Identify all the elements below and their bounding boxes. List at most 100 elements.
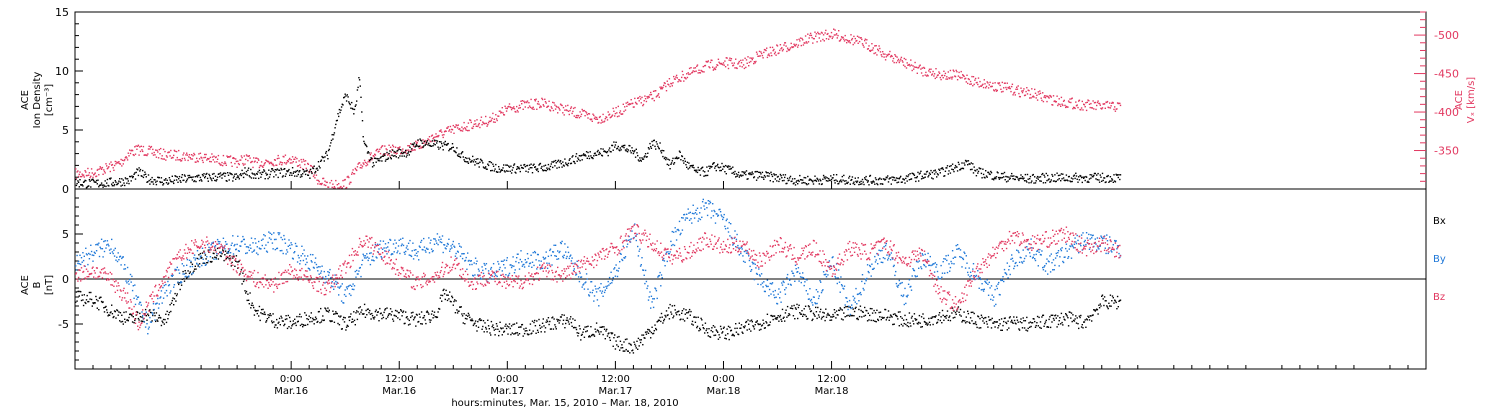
density-point — [495, 170, 498, 173]
bx-point — [376, 314, 378, 316]
by-point — [438, 239, 440, 241]
by-point — [441, 241, 443, 244]
density-point — [359, 85, 361, 87]
density-point — [142, 169, 144, 172]
vx-point — [626, 105, 628, 107]
density-point — [351, 101, 353, 104]
vx-point — [542, 104, 544, 106]
bx-point — [965, 316, 967, 318]
density-point — [169, 179, 171, 181]
density-point — [367, 151, 369, 153]
density-point — [77, 181, 80, 183]
bx-point — [723, 326, 725, 328]
bx-point — [273, 321, 275, 323]
vx-point — [208, 158, 210, 160]
density-point — [348, 101, 350, 103]
density-point — [255, 177, 257, 179]
vx-point — [221, 161, 223, 164]
vx-point — [573, 115, 575, 117]
bx-point — [794, 318, 796, 320]
vx-point — [168, 151, 171, 153]
bx-point — [589, 336, 591, 338]
by-point — [270, 238, 272, 241]
density-point — [447, 142, 449, 145]
vx-point — [709, 67, 711, 69]
vx-point — [296, 165, 299, 167]
density-point — [644, 153, 647, 155]
vx-point — [95, 175, 98, 177]
vx-point — [771, 54, 773, 57]
by-point — [242, 238, 245, 241]
bx-point — [1048, 318, 1050, 321]
bx-point — [802, 313, 805, 316]
vx-point — [335, 179, 337, 182]
vx-point — [935, 68, 937, 70]
density-point — [1016, 176, 1019, 178]
bx-point — [764, 327, 766, 329]
by-point — [196, 250, 199, 252]
density-point — [365, 144, 367, 147]
vx-point — [451, 129, 454, 131]
by-point — [177, 281, 179, 283]
bx-point — [1114, 299, 1116, 301]
vx-point — [913, 68, 915, 70]
bx-point — [1029, 321, 1032, 323]
by-point — [178, 272, 181, 274]
bx-point — [194, 265, 196, 267]
density-point — [858, 181, 861, 183]
bx-point — [467, 312, 470, 315]
vx-point — [690, 67, 692, 69]
density-point — [1085, 176, 1088, 178]
vx-point — [946, 78, 949, 80]
bx-point — [510, 325, 513, 327]
density-point — [290, 172, 292, 174]
by-point — [80, 263, 82, 266]
vx-point — [906, 62, 908, 64]
vx-point — [664, 82, 666, 85]
density-point — [219, 175, 221, 178]
bx-point — [327, 311, 330, 313]
density-point — [1093, 172, 1096, 175]
bx-point — [1005, 322, 1008, 325]
vx-point — [345, 187, 347, 190]
density-point — [681, 155, 684, 158]
by-point — [115, 259, 117, 261]
by-point — [289, 247, 292, 250]
by-point — [136, 298, 138, 300]
density-point — [585, 151, 588, 153]
density-point — [934, 169, 936, 171]
field-tick-label: 0 — [62, 273, 69, 286]
bx-point — [568, 323, 570, 325]
density-point — [594, 152, 596, 154]
vx-point — [715, 66, 717, 68]
density-point — [474, 164, 476, 166]
bx-point — [304, 324, 307, 326]
bx-point — [673, 304, 676, 307]
vx-point — [233, 157, 235, 160]
by-point — [469, 260, 472, 262]
bx-point — [190, 261, 192, 264]
vx-point — [910, 59, 912, 61]
density-point — [706, 166, 708, 168]
vx-point — [508, 103, 511, 105]
bx-point — [750, 330, 752, 332]
density-point — [1070, 177, 1073, 179]
vx-point — [1118, 102, 1120, 105]
density-point — [905, 175, 908, 177]
vx-point — [896, 56, 898, 58]
bx-point — [642, 334, 645, 336]
vx-point — [1044, 97, 1047, 99]
bx-point — [328, 309, 330, 311]
bx-point — [1116, 295, 1119, 298]
density-point — [479, 161, 481, 163]
density-point — [1013, 175, 1015, 177]
density-point — [79, 179, 81, 181]
bx-point — [340, 328, 343, 330]
by-point — [121, 256, 124, 258]
vx-point — [639, 98, 642, 100]
density-point — [587, 151, 589, 154]
bx-point — [983, 322, 985, 324]
vx-point — [1025, 90, 1027, 93]
bx-point — [203, 250, 205, 252]
density-point — [441, 145, 444, 147]
